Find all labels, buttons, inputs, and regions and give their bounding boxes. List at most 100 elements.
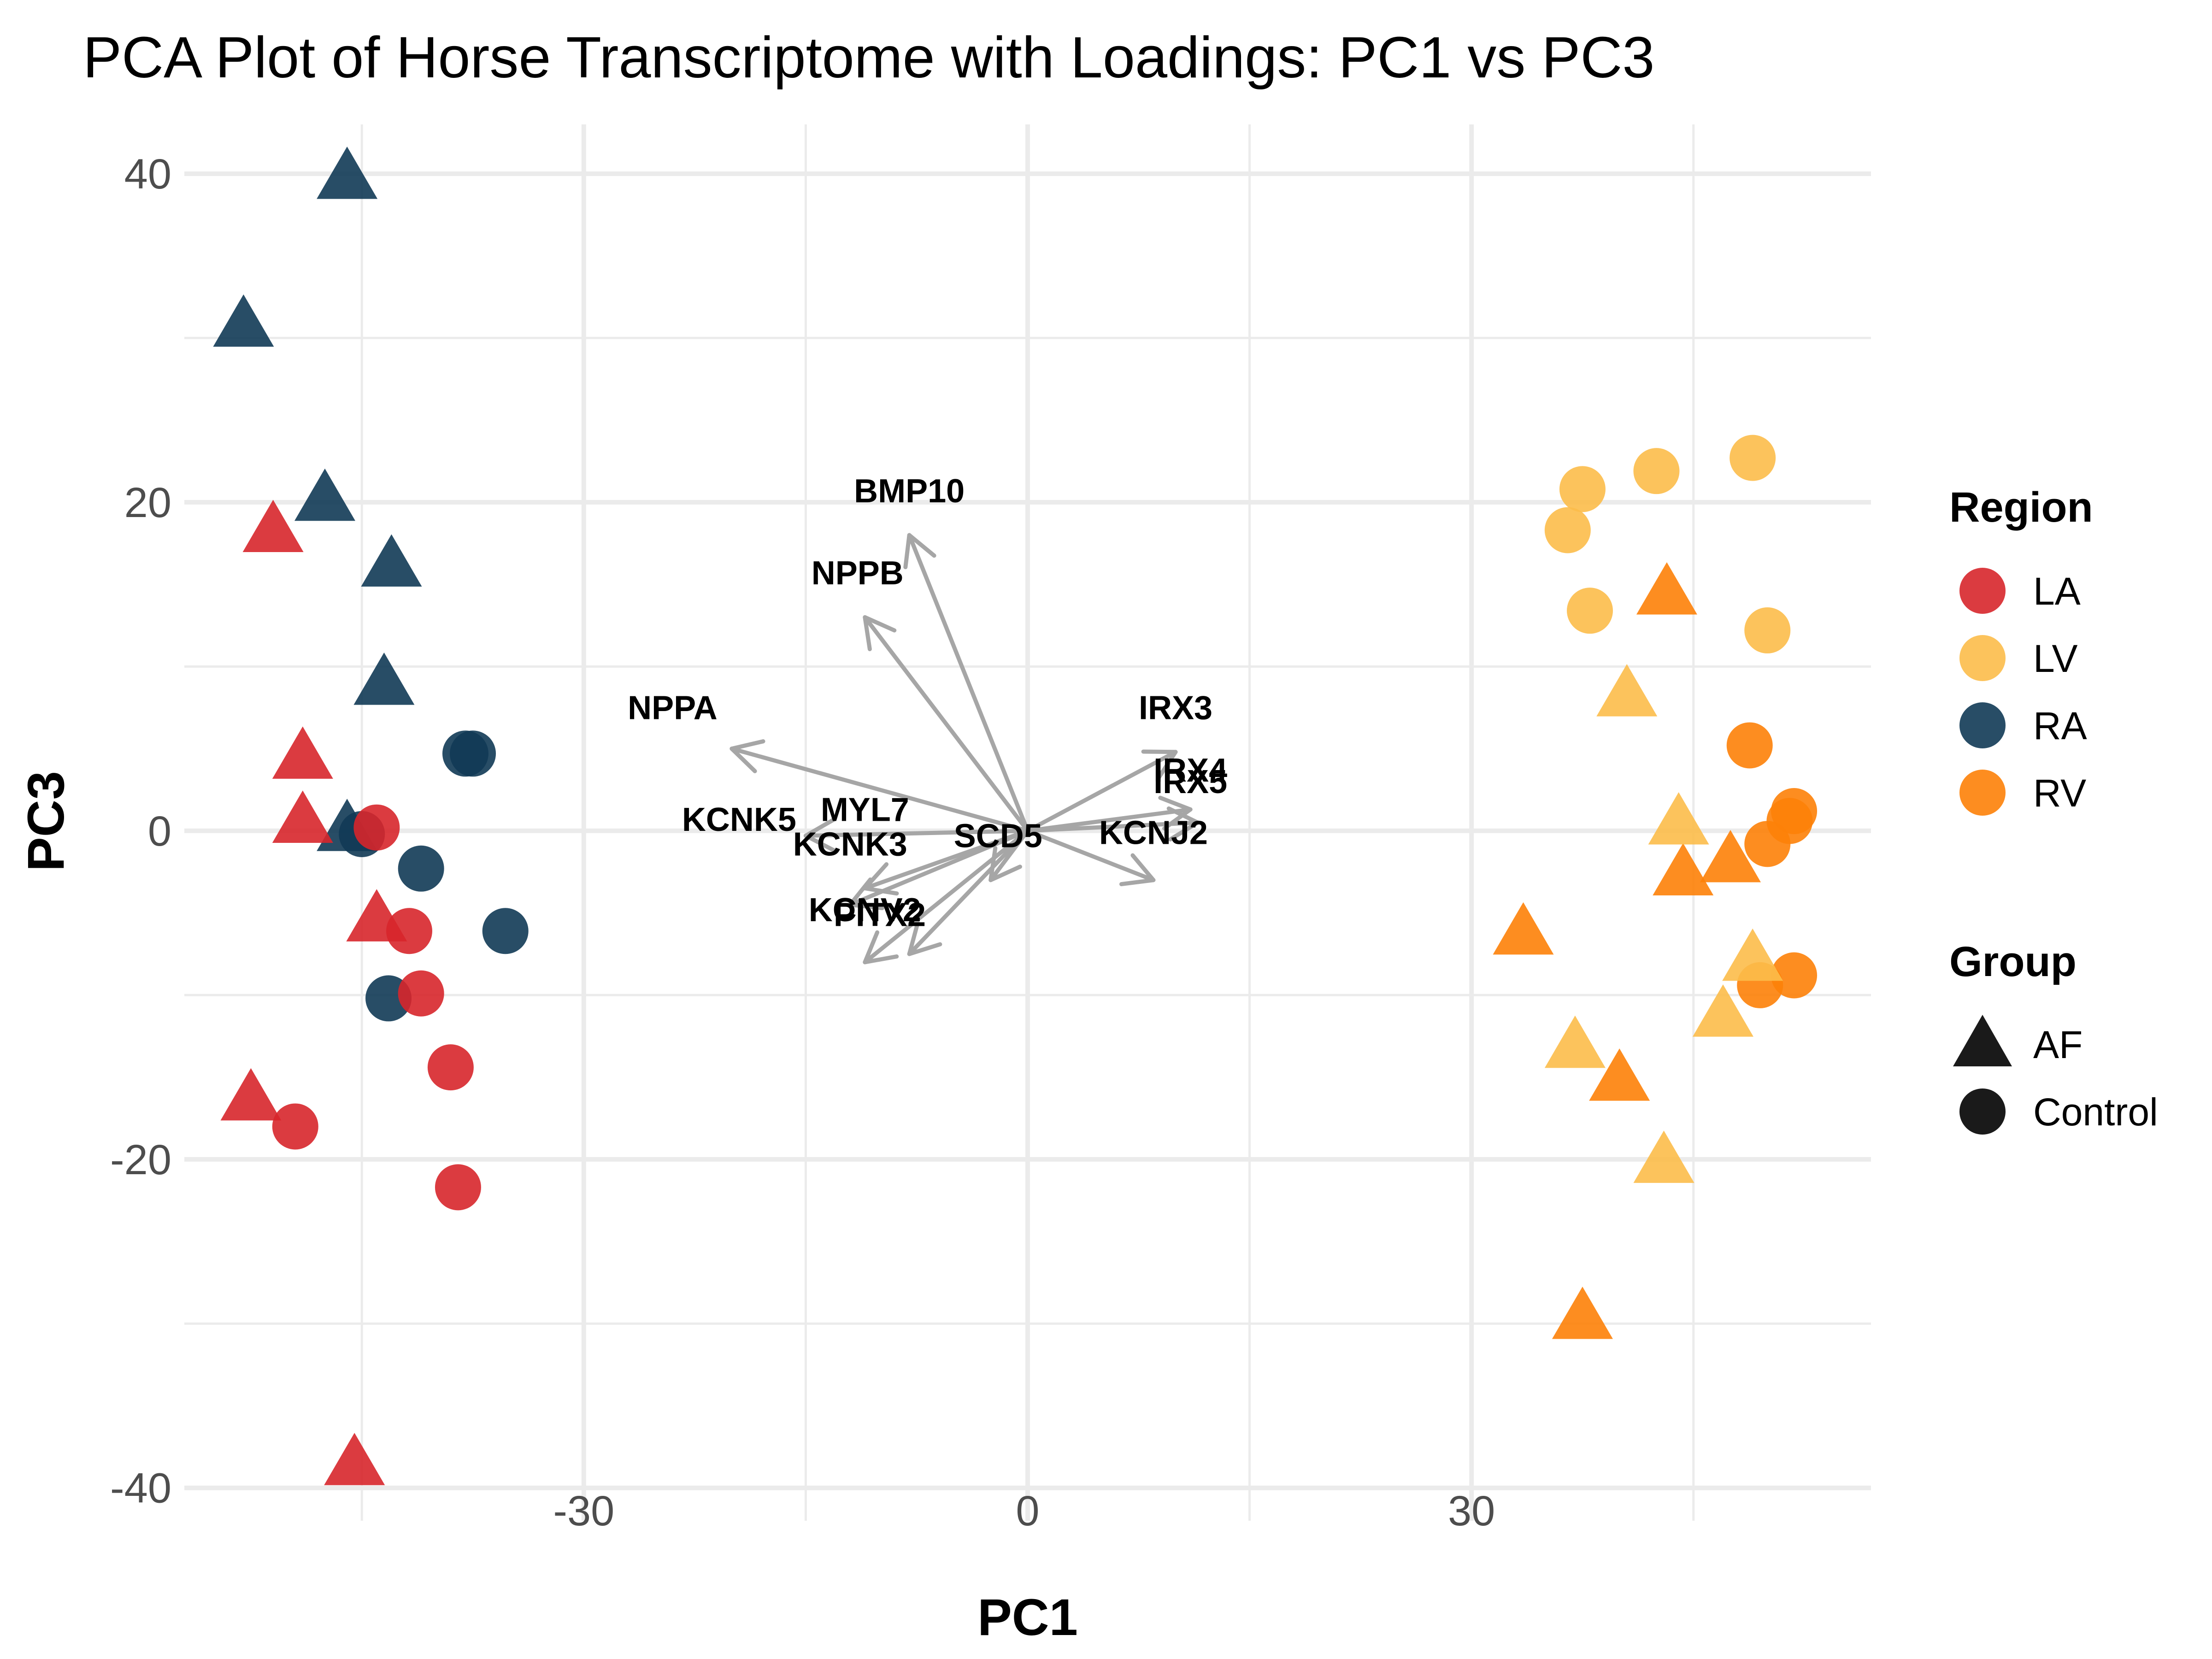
loading-arrows bbox=[729, 533, 1200, 965]
point-ra-af bbox=[353, 653, 415, 705]
point-ra-control bbox=[482, 908, 529, 954]
point-la-control bbox=[353, 804, 400, 851]
point-lv-control bbox=[1559, 466, 1606, 512]
loading-label-nppb: NPPB bbox=[812, 555, 904, 592]
y-tick-label: 0 bbox=[148, 808, 171, 855]
point-lv-af bbox=[1722, 928, 1783, 981]
loading-arrowhead-nppb bbox=[863, 615, 897, 652]
loading-arrowhead-kcnj2 bbox=[1119, 853, 1156, 887]
point-rv-af bbox=[1700, 830, 1761, 882]
legend-swatch-af bbox=[1953, 1015, 2012, 1066]
legend-title-region: Region bbox=[1949, 484, 2093, 531]
x-tick-label: 30 bbox=[1448, 1488, 1495, 1535]
x-tick-label: -30 bbox=[553, 1488, 614, 1535]
point-lv-af bbox=[1596, 664, 1658, 717]
loading-arrow-irx3 bbox=[1025, 750, 1178, 833]
point-la-af bbox=[220, 1068, 282, 1121]
legend-label-lv: LV bbox=[2033, 637, 2078, 680]
point-ra-af bbox=[317, 147, 378, 199]
legend-label-ra: RA bbox=[2033, 704, 2087, 747]
sample-points bbox=[213, 147, 1818, 1485]
point-lv-control bbox=[1633, 448, 1680, 494]
point-la-control bbox=[398, 970, 444, 1017]
point-rv-af bbox=[1636, 562, 1697, 615]
x-axis-title: PC1 bbox=[977, 1588, 1078, 1646]
legend: Region LA LV RA RV Group AF Control bbox=[1949, 484, 2158, 1135]
loading-label-myl7: MYL7 bbox=[821, 791, 909, 828]
axis-ticks: -30 0 30 -40 -20 0 20 40 bbox=[110, 151, 1495, 1535]
loading-arrow-bmp10 bbox=[907, 533, 1030, 833]
point-ra-af bbox=[294, 468, 355, 521]
loading-label-irx3: IRX3 bbox=[1139, 689, 1212, 726]
point-la-af bbox=[242, 500, 304, 553]
point-lv-af bbox=[1633, 1130, 1694, 1183]
point-ra-af bbox=[213, 294, 274, 347]
point-rv-control bbox=[1744, 821, 1791, 867]
point-la-control bbox=[272, 1103, 318, 1150]
loading-label-irx5: IRX5 bbox=[1153, 764, 1227, 800]
point-rv-af bbox=[1493, 902, 1554, 955]
point-la-control bbox=[435, 1164, 481, 1211]
loading-arrowhead-irx5 bbox=[1166, 806, 1200, 841]
loading-arrow-kcnj2 bbox=[1025, 829, 1156, 882]
loading-label-kcnj2: KCNJ2 bbox=[1099, 814, 1208, 851]
point-ra-control bbox=[450, 730, 496, 777]
loading-arrow-kcnk5 bbox=[803, 829, 1030, 838]
loading-arrowhead-kcnv2 bbox=[863, 930, 899, 965]
loading-label-irx4: IRX4 bbox=[1153, 752, 1227, 789]
loading-label-kcnv2: KCNV2 bbox=[809, 892, 921, 929]
loading-arrowhead-kcnk3 bbox=[848, 877, 884, 911]
loading-label-kcnk5: KCNK5 bbox=[682, 801, 796, 838]
point-lv-af bbox=[1544, 1015, 1606, 1068]
loading-arrowhead-nppa bbox=[729, 739, 765, 773]
point-rv-control bbox=[1726, 722, 1773, 769]
legend-label-la: LA bbox=[2033, 570, 2081, 613]
loading-arrow-irx5 bbox=[1025, 820, 1200, 833]
point-ra-control bbox=[398, 845, 444, 892]
loading-arrowhead-pitx2 bbox=[907, 921, 942, 956]
point-rv-af bbox=[1552, 1286, 1613, 1339]
point-rv-af bbox=[1653, 843, 1714, 896]
point-la-af bbox=[324, 1433, 385, 1485]
x-tick-label: 0 bbox=[1016, 1488, 1039, 1535]
point-lv-control bbox=[1567, 588, 1613, 634]
point-la-control bbox=[386, 908, 432, 954]
point-rv-af bbox=[1589, 1048, 1650, 1101]
y-tick-label: -20 bbox=[110, 1136, 171, 1183]
point-lv-control bbox=[1730, 435, 1776, 481]
loading-arrow-irx4 bbox=[1025, 807, 1193, 833]
point-ra-af bbox=[361, 534, 422, 587]
loading-label-nppa: NPPA bbox=[628, 689, 718, 726]
loading-label-bmp10: BMP10 bbox=[854, 473, 965, 510]
legend-swatch-ra bbox=[1959, 702, 2006, 748]
legend-swatch-la bbox=[1959, 568, 2006, 614]
loading-arrowhead-bmp10 bbox=[903, 533, 936, 570]
loading-arrowhead-irx3 bbox=[1141, 749, 1178, 781]
point-lv-control bbox=[1544, 507, 1591, 553]
point-lv-af bbox=[1692, 984, 1753, 1037]
loading-arrow-kcnv2 bbox=[863, 829, 1030, 965]
legend-label-af: AF bbox=[2033, 1023, 2083, 1066]
legend-swatch-lv bbox=[1959, 635, 2006, 681]
y-tick-label: -40 bbox=[110, 1465, 171, 1512]
point-la-af bbox=[272, 726, 333, 779]
point-lv-control bbox=[1744, 607, 1791, 653]
loading-arrowhead-kcnk5 bbox=[803, 818, 837, 853]
loading-arrow-pitx2 bbox=[907, 829, 1030, 956]
loading-label-scd5: SCD5 bbox=[954, 818, 1042, 854]
y-tick-label: 20 bbox=[124, 479, 171, 526]
y-axis-title: PC3 bbox=[17, 771, 75, 871]
legend-swatch-rv bbox=[1959, 770, 2006, 816]
legend-label-control: Control bbox=[2033, 1090, 2158, 1134]
legend-title-group: Group bbox=[1949, 938, 2077, 985]
loading-label-pitx2: PITX2 bbox=[834, 897, 926, 934]
loading-arrow-nppb bbox=[863, 615, 1030, 833]
loading-label-kcnk3: KCNK3 bbox=[793, 826, 907, 863]
loading-arrow-nppa bbox=[729, 747, 1030, 833]
legend-swatch-control bbox=[1959, 1088, 2006, 1135]
loading-arrow-kcnk3 bbox=[848, 829, 1030, 907]
point-la-af bbox=[272, 790, 333, 843]
legend-label-rv: RV bbox=[2033, 771, 2086, 815]
